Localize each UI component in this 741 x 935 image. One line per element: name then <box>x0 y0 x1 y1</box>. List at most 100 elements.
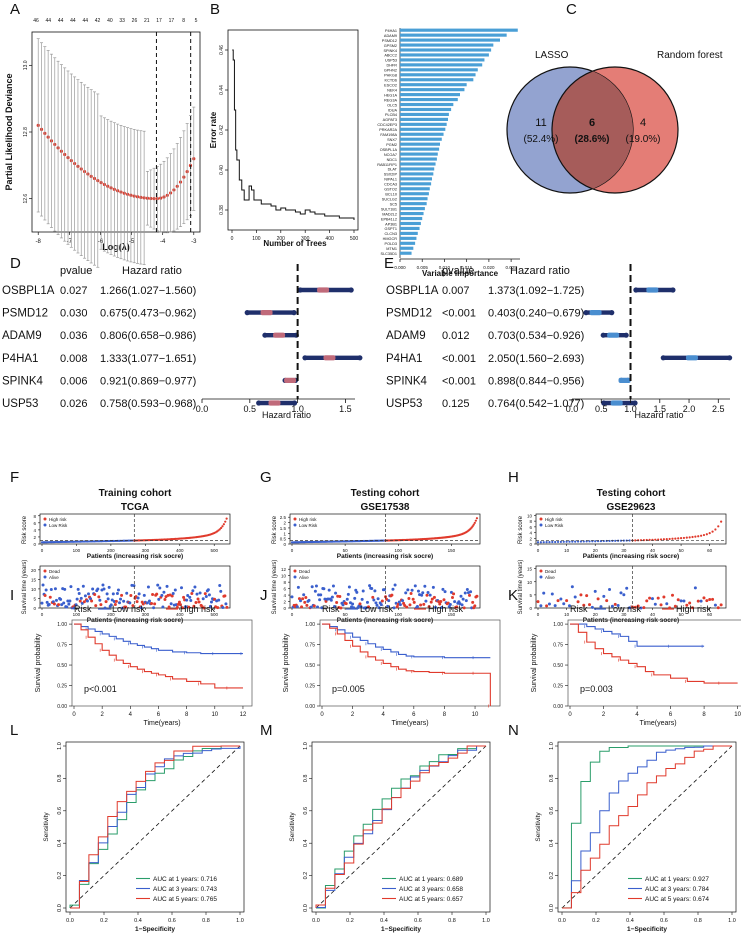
x-tick-label: 0.005 <box>417 265 429 270</box>
panel-letter-k: K <box>508 587 518 604</box>
gene-label: HEG1A <box>384 93 397 97</box>
ci-end <box>660 355 666 361</box>
y-tick-label: 0.8 <box>549 775 555 783</box>
survival-point <box>699 599 703 603</box>
survival-point <box>453 600 457 604</box>
hr-marker <box>610 400 623 406</box>
pvalue-text: 0.026 <box>60 398 88 410</box>
gene-name: OSBPL1A <box>386 285 439 297</box>
survival-point <box>359 605 363 609</box>
y-tick-label: 0.2 <box>549 872 555 880</box>
x-tick-label: 0.000 <box>394 265 406 270</box>
ci-end <box>256 400 262 406</box>
survival-point <box>188 595 192 599</box>
lasso-top-tick: 8 <box>182 18 185 24</box>
survival-point <box>460 603 464 607</box>
x-tick-label: 1.0 <box>482 918 490 924</box>
survival-point <box>67 602 71 606</box>
survival-point <box>113 603 117 607</box>
survival-point <box>395 605 399 609</box>
survival-point <box>613 602 617 606</box>
roc-x-label: 1−Specificity <box>135 926 175 933</box>
risk-points <box>536 520 723 544</box>
survival-point <box>593 589 597 593</box>
survival-points <box>290 583 479 610</box>
x-tick-label: 300 <box>142 612 150 617</box>
gene-label: NDC1 <box>387 158 397 162</box>
roc-curve <box>315 745 486 908</box>
gene-name: USP53 <box>2 398 38 410</box>
risk-point <box>565 540 568 543</box>
survival-point <box>98 598 102 602</box>
importance-bar <box>400 182 432 186</box>
survival-point <box>300 605 304 609</box>
roc-legend-entry: AUC at 1 years: 0.716 <box>153 876 217 883</box>
legend-dot-low <box>43 523 47 527</box>
x-tick-label: 20 <box>593 612 599 617</box>
survival-point <box>365 600 369 604</box>
risk-point <box>705 533 708 536</box>
survival-point <box>696 599 700 603</box>
legend-alive: Alive <box>49 575 59 580</box>
survival-point <box>296 585 300 589</box>
risk-point <box>220 526 223 530</box>
gene-label: GSTO2 <box>384 188 397 192</box>
y-tick-label: 0.0 <box>57 904 63 912</box>
importance-bar <box>400 73 476 77</box>
y-tick-label: 0.00 <box>553 704 563 710</box>
survival-point <box>608 588 612 592</box>
survival-point <box>407 597 411 601</box>
ci-end <box>348 287 354 293</box>
y-tick-label: 6 <box>33 521 36 526</box>
x-tick-label: 0.025 <box>505 265 517 270</box>
importance-bar <box>400 207 425 211</box>
lasso-top-tick: 33 <box>119 18 125 24</box>
venn-mid-pct: (28.6%) <box>574 134 609 145</box>
km-legend-high: High risk <box>180 604 216 614</box>
survival-point <box>206 588 210 592</box>
y-tick-label: 12.8 <box>23 127 29 137</box>
x-tick-label: 0.6 <box>168 918 176 924</box>
x-tick-label: 50 <box>679 612 685 617</box>
legend-low: Low Risk <box>545 523 564 528</box>
panel-letter-b: B <box>210 1 220 18</box>
km-curve-low <box>570 623 705 647</box>
importance-bar <box>400 48 492 52</box>
roc-curve <box>69 745 240 908</box>
survival-point <box>471 600 475 604</box>
roc-frame <box>557 741 737 913</box>
survival-point <box>303 600 307 604</box>
hr-text: 0.764(0.542−1.077) <box>488 398 584 410</box>
importance-bar <box>400 53 489 57</box>
pvalue-text: 0.006 <box>60 375 88 387</box>
x-tick-label: 0 <box>231 236 234 242</box>
gene-name: SPINK4 <box>386 375 428 387</box>
survival-point <box>49 587 53 591</box>
survival-point <box>194 600 198 604</box>
y-tick-label: 0.50 <box>305 663 315 669</box>
x-tick-label: 40 <box>650 548 656 553</box>
importance-bar <box>400 63 483 67</box>
risk-score-frame <box>39 513 231 545</box>
survival-point <box>344 602 348 606</box>
y-tick-label: 5 <box>33 596 36 601</box>
ci-end <box>601 400 607 406</box>
risk-point <box>556 540 560 544</box>
x-tick-label: 300 <box>142 548 150 553</box>
pvalue-text: 0.027 <box>60 285 88 297</box>
y-tick-label: 20 <box>31 568 37 573</box>
survival-point <box>659 603 663 607</box>
survival-point <box>338 594 342 598</box>
survival-point <box>693 586 697 590</box>
survival-point <box>310 585 314 589</box>
km-y-label: Survival probability <box>283 633 290 692</box>
survival-point <box>380 599 384 603</box>
y-tick-label: 6 <box>283 587 286 592</box>
pvalue-text: <0.001 <box>442 308 476 320</box>
survival-point <box>437 600 441 604</box>
x-tick-label: 100 <box>395 612 403 617</box>
x-tick-label: 50 <box>343 548 349 553</box>
survival-point <box>105 592 109 596</box>
km-curve-high <box>74 623 243 689</box>
y-tick-label: 0.75 <box>553 643 563 649</box>
